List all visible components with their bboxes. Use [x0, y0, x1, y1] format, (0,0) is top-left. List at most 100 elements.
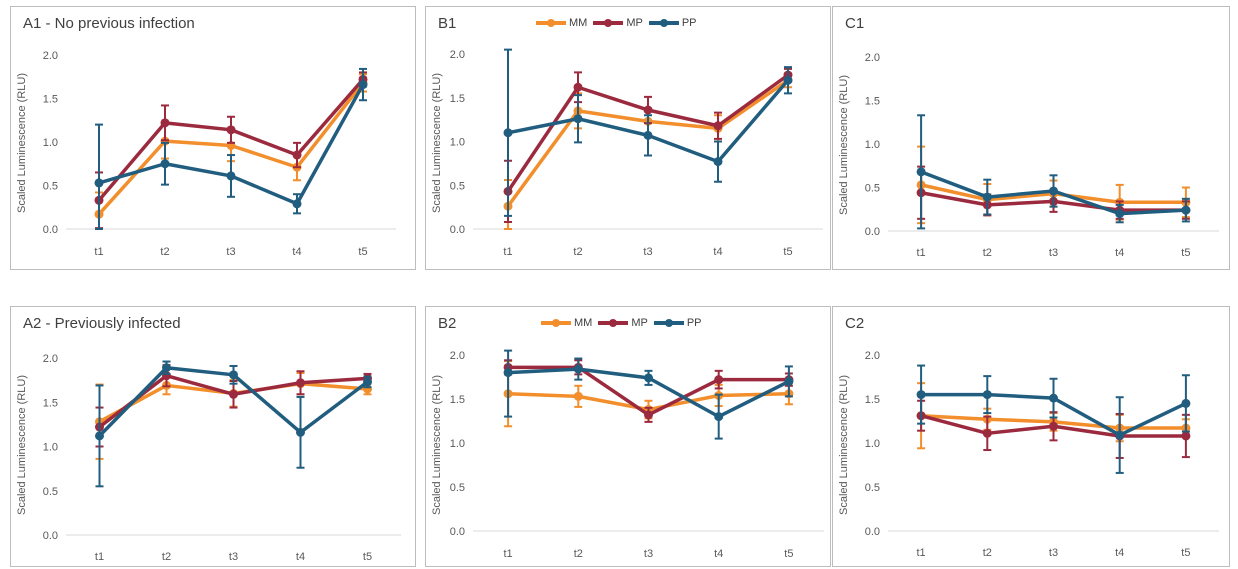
- chart-title: B2: [438, 315, 457, 332]
- y-tick-label: 1.5: [450, 93, 465, 105]
- chart-title: A2 - Previously infected: [23, 315, 181, 332]
- plot-area: 0.0 0.5 1.0 1.5 2.0 t1 t2 t3 t4 t5: [450, 349, 824, 560]
- y-tick-label: 1.5: [43, 397, 58, 409]
- data-point-pp: [916, 167, 926, 177]
- y-tick-label: 2.0: [43, 353, 58, 365]
- x-tick-label: t1: [917, 247, 926, 259]
- legend-swatch: [598, 319, 629, 327]
- data-point-pp: [95, 431, 104, 441]
- y-tick-label: 0.0: [865, 526, 880, 538]
- x-tick-label: t4: [713, 246, 722, 258]
- legend-item-pp: PP: [648, 17, 697, 29]
- y-tick-label: 2.0: [865, 52, 880, 64]
- y-tick-label: 1.0: [450, 137, 465, 149]
- x-tick-label: t2: [162, 551, 171, 563]
- data-point-pp: [503, 128, 513, 138]
- legend-swatch: [653, 319, 684, 327]
- data-point-pp: [1181, 398, 1191, 408]
- x-tick-label: t1: [504, 548, 513, 560]
- y-tick-label: 0.0: [450, 526, 465, 538]
- data-point-pp: [503, 368, 513, 378]
- data-point-pp: [1115, 430, 1125, 440]
- data-point-pp: [982, 192, 992, 202]
- x-tick-label: t1: [94, 246, 103, 258]
- data-point-pp: [783, 75, 793, 85]
- data-point-pp: [358, 80, 368, 90]
- legend-label: PP: [681, 17, 697, 29]
- y-tick-label: 1.0: [43, 137, 58, 149]
- y-tick-label: 0.0: [450, 224, 465, 236]
- chart-panel-A2: A2 - Previously infected Scaled Luminesc…: [10, 306, 416, 567]
- data-point-mp: [160, 118, 170, 128]
- data-point-pp: [162, 363, 171, 373]
- x-tick-label: t3: [229, 551, 238, 563]
- y-tick-label: 0.5: [865, 183, 880, 195]
- x-tick-label: t2: [983, 247, 992, 259]
- data-point-mp: [292, 150, 302, 160]
- data-point-mp: [643, 105, 653, 115]
- data-point-mp: [226, 125, 236, 135]
- y-tick-label: 1.0: [865, 139, 880, 151]
- y-tick-label: 0.0: [865, 226, 880, 238]
- error-bar-pp: [504, 349, 513, 418]
- legend-item-mp: MP: [593, 17, 643, 29]
- data-point-pp: [1049, 186, 1058, 196]
- data-point-pp: [292, 199, 302, 209]
- chart-panel-C2: C2 Scaled Luminescence (RLU) 0.0 0.5 1.0 1.…: [832, 306, 1230, 567]
- x-tick-label: t4: [714, 548, 723, 560]
- data-point-pp: [296, 427, 305, 437]
- data-point-mm: [573, 391, 583, 401]
- data-point-mp: [644, 410, 653, 420]
- x-tick-label: t2: [573, 246, 582, 258]
- y-tick-label: 2.0: [450, 350, 465, 362]
- data-point-pp: [714, 412, 724, 422]
- chart-title: B1: [438, 15, 457, 32]
- legend-label: MP: [631, 317, 648, 329]
- plot-area: 0.0 0.5 1.0 1.5 2.0 t1 t2 t3 t4 t5: [450, 48, 823, 258]
- x-tick-label: t3: [643, 246, 652, 258]
- legend: MM MP PP: [541, 316, 708, 329]
- legend-label: MM: [569, 17, 588, 29]
- x-tick-label: t3: [644, 548, 653, 560]
- y-tick-label: 0.0: [43, 224, 58, 236]
- y-tick-label: 1.0: [865, 438, 880, 450]
- data-point-pp: [982, 390, 992, 400]
- y-tick-label: 2.0: [865, 350, 880, 362]
- x-tick-label: t4: [1115, 247, 1124, 259]
- data-point-mp: [1181, 431, 1191, 441]
- chart-panel-C1: C1 Scaled Luminescence (RLU) 0.0 0.5 1.0 1.…: [832, 6, 1230, 270]
- x-tick-label: t4: [1115, 547, 1124, 559]
- x-tick-label: t2: [574, 548, 583, 560]
- data-point-pp: [1049, 393, 1058, 403]
- x-tick-label: t3: [1049, 247, 1058, 259]
- data-point-pp: [363, 377, 372, 387]
- legend-swatch: [593, 19, 624, 27]
- data-point-pp: [644, 373, 653, 383]
- data-point-mp: [1049, 421, 1058, 431]
- x-tick-label: t2: [160, 246, 169, 258]
- x-tick-label: t5: [1181, 547, 1190, 559]
- data-point-pp: [916, 390, 926, 400]
- plot-area: 0.0 0.5 1.0 1.5 2.0 t1 t2 t3 t4 t5: [865, 52, 1219, 259]
- data-point-pp: [1181, 205, 1191, 215]
- plot-area: 0.0 0.5 1.0 1.5 2.0 t1 t2 t3 t4 t5: [43, 353, 401, 563]
- data-point-pp: [713, 157, 723, 167]
- y-tick-label: 1.5: [865, 394, 880, 406]
- x-tick-label: t4: [296, 551, 305, 563]
- plot-area: 0.0 0.5 1.0 1.5 2.0 t1 t2 t3 t4 t5: [865, 350, 1219, 559]
- x-tick-label: t5: [358, 246, 367, 258]
- y-tick-label: 0.5: [450, 482, 465, 494]
- x-tick-label: t5: [783, 246, 792, 258]
- legend-swatch: [541, 319, 571, 327]
- data-point-pp: [160, 159, 170, 169]
- legend-swatch: [536, 19, 566, 27]
- y-tick-label: 1.5: [43, 94, 58, 106]
- chart-panel-B1: B1 Scaled Luminescence (RLU) MM MP PP 0.0 0…: [425, 6, 831, 270]
- y-tick-label: 2.0: [450, 49, 465, 61]
- data-point-mp: [296, 378, 305, 388]
- x-tick-label: t5: [1181, 247, 1190, 259]
- x-tick-label: t3: [226, 246, 235, 258]
- x-tick-label: t5: [784, 548, 793, 560]
- x-tick-label: t1: [917, 547, 926, 559]
- x-tick-label: t5: [363, 551, 372, 563]
